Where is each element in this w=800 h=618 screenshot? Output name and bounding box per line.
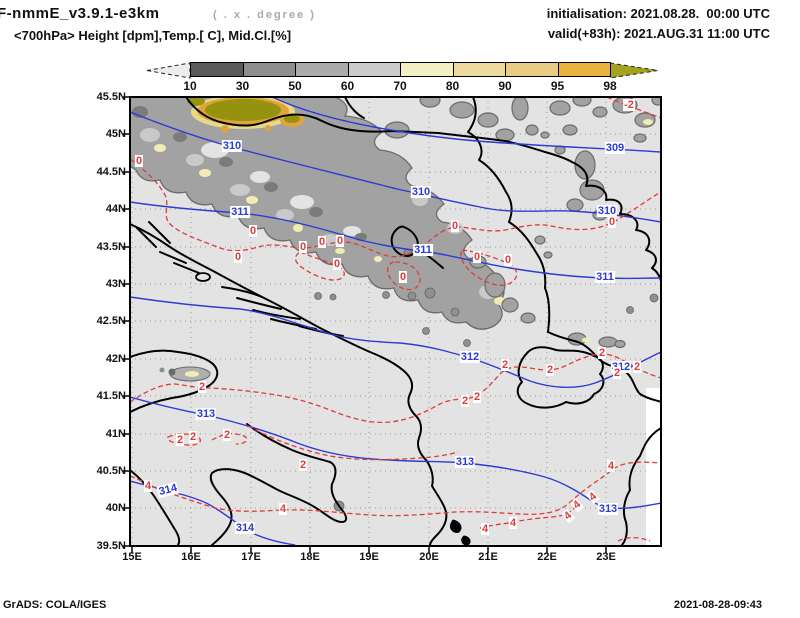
- temp-contour-label: 0: [450, 220, 460, 232]
- lat-tick-label: 44.5N: [96, 166, 126, 178]
- colorbar-tick-label: 50: [288, 79, 302, 93]
- height-contour-label: 313: [195, 408, 217, 420]
- lon-tick-label: 20E: [419, 551, 439, 563]
- temp-contour-label: 2: [188, 431, 198, 443]
- created-stamp: 2021-08-28-09:43: [673, 599, 762, 611]
- lat-tick-label: 39.5N: [96, 540, 126, 552]
- lat-tick-label: 41N: [105, 428, 126, 440]
- temp-contour-label: 2: [545, 364, 555, 376]
- temp-contour-label: 2: [632, 361, 642, 373]
- height-contour-label: 312: [459, 351, 481, 363]
- temp-contour-label: 2: [197, 381, 207, 393]
- lon-tick-label: 23E: [596, 551, 616, 563]
- temp-contour-label: 2: [298, 459, 308, 471]
- height-contour-label: 311: [230, 206, 250, 218]
- height-contour-label: 314: [234, 522, 256, 534]
- colorbar-tick-label: 70: [393, 79, 407, 93]
- temperature-contours: [130, 97, 661, 542]
- axis-ticks: [123, 96, 607, 553]
- height-contour-label: 310: [221, 140, 243, 152]
- temp-contour-label: 2: [500, 359, 510, 371]
- temp-contour-label: 0: [472, 251, 482, 263]
- temp-contour-label: -2: [623, 99, 635, 111]
- temp-contour-label: 0: [607, 216, 617, 228]
- model-title: F-nmmE_v3.9.1-e3km: [0, 5, 160, 22]
- colorbar-tick-label: 30: [235, 79, 250, 93]
- cloud-shading: [130, 97, 661, 512]
- colorbar-right-arrow: [609, 62, 659, 79]
- temp-contour-label: 0: [398, 271, 408, 283]
- lon-tick-label: 22E: [537, 551, 557, 563]
- temp-contour-label: 4: [570, 497, 584, 513]
- lat-tick-label: 43.5N: [96, 241, 126, 253]
- temp-contour-label: 0: [332, 258, 342, 270]
- map-frame: [129, 96, 662, 547]
- lon-tick-label: 15E: [122, 551, 142, 563]
- lon-tick-label: 21E: [478, 551, 498, 563]
- no-data-strip: [646, 388, 661, 546]
- lat-tick-label: 42N: [105, 353, 126, 365]
- temp-contour-label: 2: [612, 367, 622, 379]
- temp-contour-label: 0: [317, 236, 327, 248]
- temp-contour-label: 4: [508, 517, 518, 529]
- colorbar-tick-label: 60: [340, 79, 355, 93]
- temp-contour-label: 0: [233, 251, 243, 263]
- temp-contour-label: 4: [480, 523, 490, 535]
- colorbar-tick-label: 10: [183, 79, 197, 93]
- lat-tick-label: 45.5N: [96, 91, 126, 103]
- height-contour-label: 310: [410, 186, 432, 198]
- temp-contour-label: 0: [503, 254, 513, 266]
- temp-contour-label: 2: [460, 395, 470, 407]
- height-contour-label: 311: [413, 244, 433, 256]
- height-contour-label: 313: [597, 503, 619, 515]
- lon-tick-label: 19E: [359, 551, 379, 563]
- lat-tick-label: 40N: [105, 502, 126, 514]
- init-time: initialisation: 2021.08.28. 00:00 UTC: [546, 6, 770, 21]
- temp-contour-label: 0: [298, 241, 308, 253]
- temp-contour-label: 2: [175, 434, 185, 446]
- temp-contour-label: 2: [222, 429, 232, 441]
- lon-tick-label: 18E: [300, 551, 320, 563]
- lat-tick-label: 40.5N: [96, 465, 126, 477]
- colorbar-tick-label: 90: [498, 79, 512, 93]
- lat-tick-label: 43N: [105, 278, 126, 290]
- temp-contour-label: 4: [561, 508, 575, 524]
- lat-tick-label: 44N: [105, 203, 126, 215]
- temp-contour-label: 0: [134, 155, 144, 167]
- temp-contour-label: 0: [248, 225, 258, 237]
- height-contour-label: 309: [604, 142, 626, 154]
- model-subtitle: ( . x . degree ): [213, 9, 316, 21]
- temp-contour-label: 4: [606, 460, 616, 472]
- height-contour-label: 313: [454, 456, 476, 468]
- temp-contour-label: 0: [335, 235, 345, 247]
- lon-tick-label: 16E: [181, 551, 201, 563]
- temp-contour-label: 4: [278, 503, 288, 515]
- height-contour-label: 314: [156, 481, 180, 499]
- temp-contour-label: 2: [472, 391, 482, 403]
- colorbar-tick-label: 98: [603, 79, 617, 93]
- temp-contour-label: 4: [143, 480, 153, 492]
- lat-tick-label: 42.5N: [96, 315, 126, 327]
- lat-tick-label: 45N: [105, 128, 126, 140]
- temp-contour-label: 2: [597, 347, 607, 359]
- valid-time: valid(+83h): 2021.AUG.31 11:00 UTC: [547, 26, 770, 41]
- field-title: <700hPa> Height [dpm],Temp.[ C], Mid.Cl.…: [14, 28, 292, 43]
- colorbar-tick-label: 95: [550, 79, 565, 93]
- lat-tick-label: 41.5N: [96, 390, 126, 402]
- height-contour-label: 310: [596, 205, 618, 217]
- colorbar-tick-label: 80: [445, 79, 460, 93]
- colorbar-segment: [557, 62, 611, 77]
- grads-stamp: GrADS: COLA/IGES: [3, 599, 107, 611]
- lon-tick-label: 17E: [241, 551, 261, 563]
- height-contour-label: 311: [595, 271, 615, 283]
